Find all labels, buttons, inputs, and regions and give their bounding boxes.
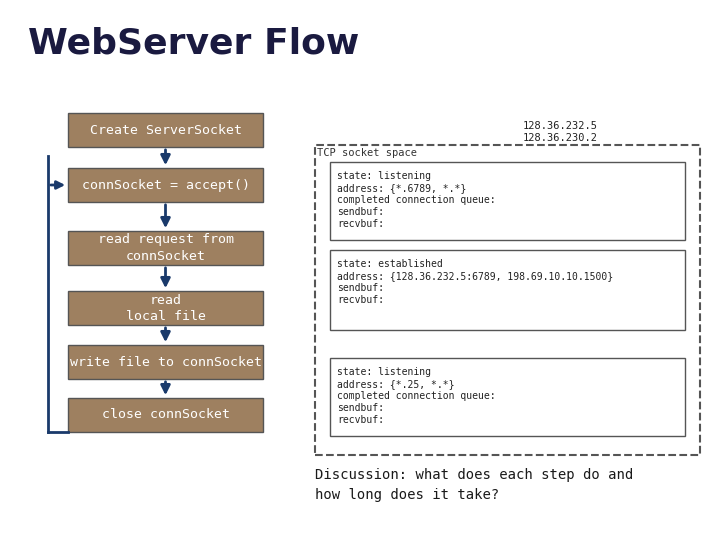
Bar <box>68 168 263 202</box>
Text: address: {*.25, *.*}: address: {*.25, *.*} <box>337 379 454 389</box>
Text: read
local file: read local file <box>125 294 205 322</box>
Text: Create ServerSocket: Create ServerSocket <box>89 124 241 137</box>
Bar <box>68 231 263 265</box>
Text: address: {*.6789, *.*}: address: {*.6789, *.*} <box>337 183 467 193</box>
Text: state: listening: state: listening <box>337 367 431 377</box>
Text: TCP socket space: TCP socket space <box>317 148 417 158</box>
Text: connSocket = accept(): connSocket = accept() <box>81 179 250 192</box>
Text: recvbuf:: recvbuf: <box>337 415 384 425</box>
Text: state: established: state: established <box>337 259 443 269</box>
Text: 128.36.230.2: 128.36.230.2 <box>523 133 598 143</box>
Bar <box>330 250 685 330</box>
Bar <box>330 358 685 436</box>
Text: sendbuf:: sendbuf: <box>337 283 384 293</box>
Text: address: {128.36.232.5:6789, 198.69.10.10.1500}: address: {128.36.232.5:6789, 198.69.10.1… <box>337 271 613 281</box>
Text: completed connection queue:: completed connection queue: <box>337 391 495 401</box>
Text: recvbuf:: recvbuf: <box>337 295 384 305</box>
Bar <box>315 145 700 455</box>
Text: Discussion: what does each step do and
how long does it take?: Discussion: what does each step do and h… <box>315 468 634 502</box>
Bar <box>68 291 263 325</box>
Text: close connSocket: close connSocket <box>102 408 230 422</box>
Bar <box>68 345 263 379</box>
Text: sendbuf:: sendbuf: <box>337 403 384 413</box>
Bar <box>330 162 685 240</box>
Text: sendbuf:: sendbuf: <box>337 207 384 217</box>
Text: recvbuf:: recvbuf: <box>337 219 384 229</box>
Text: read request from
connSocket: read request from connSocket <box>97 233 233 262</box>
Text: 128.36.232.5: 128.36.232.5 <box>523 121 598 131</box>
Bar <box>68 398 263 432</box>
Text: write file to connSocket: write file to connSocket <box>70 355 261 368</box>
Bar <box>68 113 263 147</box>
Text: state: listening: state: listening <box>337 171 431 181</box>
Text: completed connection queue:: completed connection queue: <box>337 195 495 205</box>
Text: WebServer Flow: WebServer Flow <box>28 26 359 60</box>
